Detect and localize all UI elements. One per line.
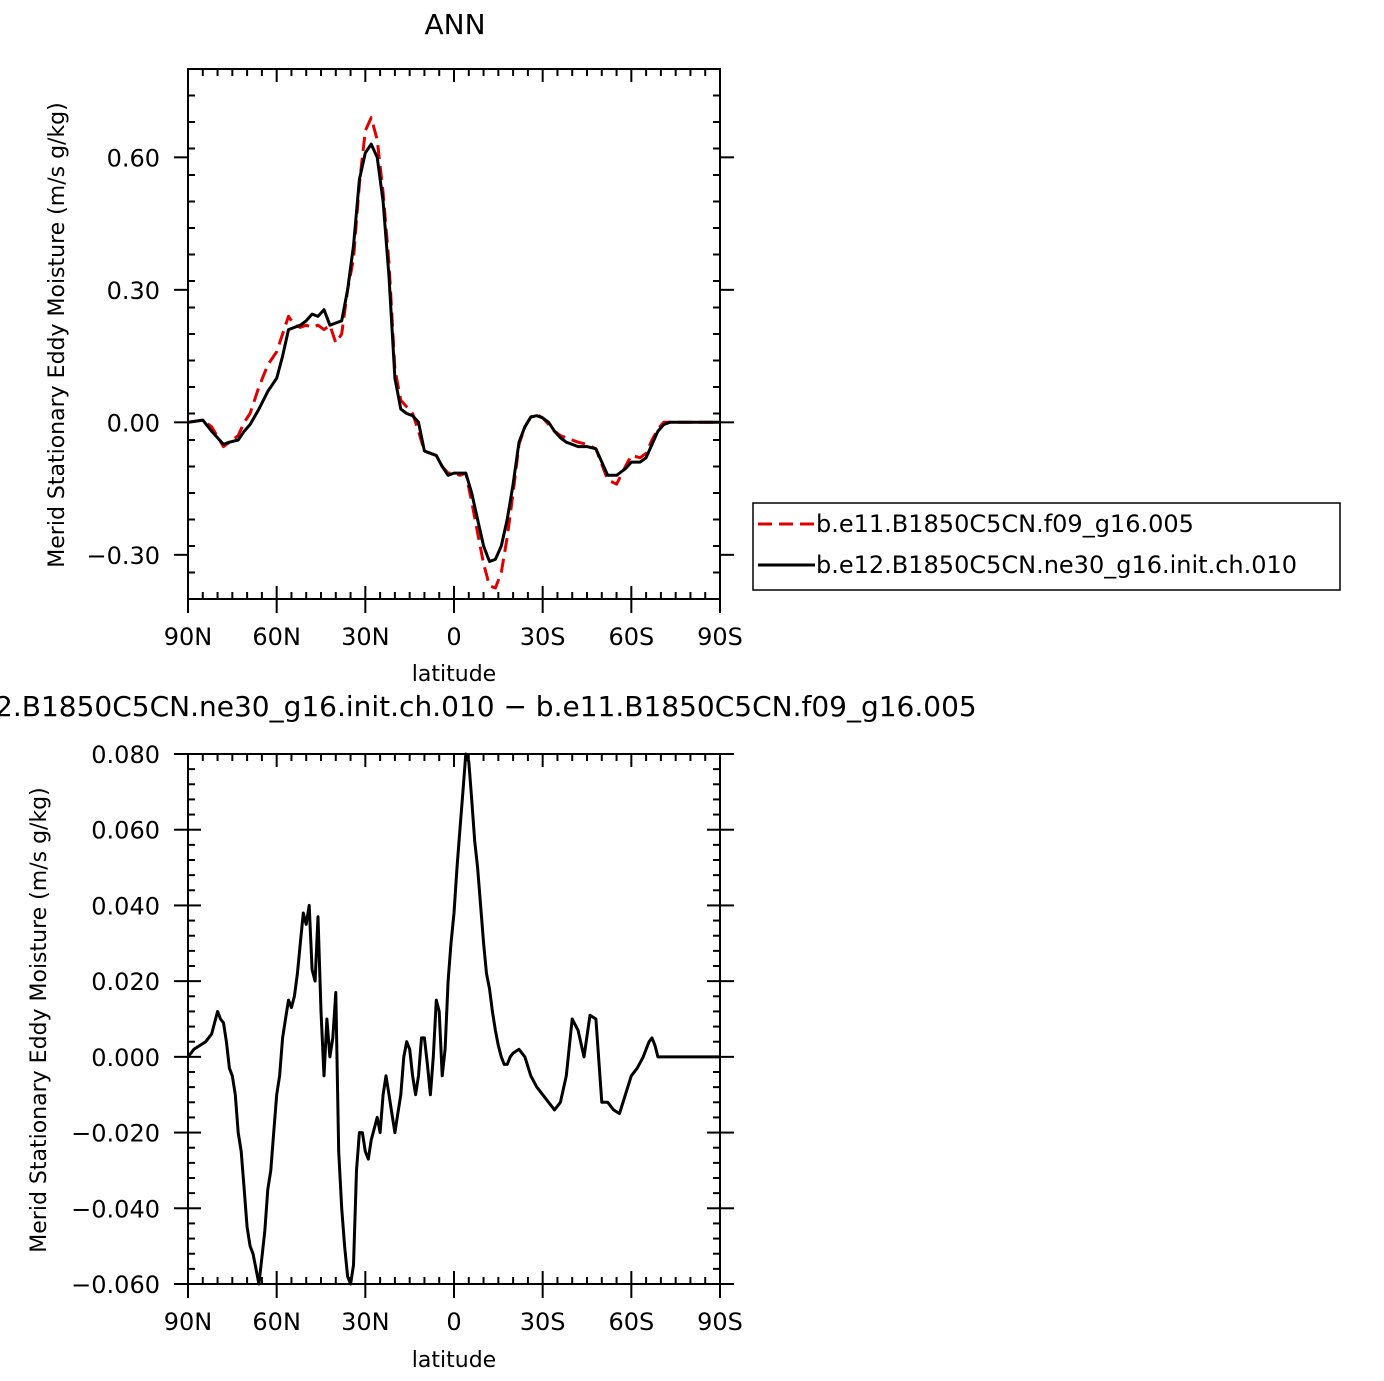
bottom-chart-x-tick-label: 90S — [697, 1308, 743, 1336]
bottom-chart-y-tick-label: 0.020 — [91, 968, 160, 996]
top-chart-title: ANN — [424, 8, 485, 41]
bottom-chart-y-tick-label: 0.000 — [91, 1044, 160, 1072]
top-chart-y-tick-label: 0.60 — [107, 144, 160, 172]
bottom-chart-y-tick-label: −0.060 — [71, 1271, 160, 1299]
bottom-chart-x-axis-label: latitude — [412, 1348, 496, 1373]
top-chart-y-tick-label: −0.30 — [86, 542, 160, 570]
top-chart-plot-area: 90N 60N 30N 0 30S 60S 90S 0.60 0.30 0.00 −0.30 — [86, 68, 743, 651]
bottom-chart-y-axis-label: Merid Stationary Eddy Moisture (m/s g/kg… — [27, 787, 52, 1252]
bottom-chart-x-tick-label: 0 — [446, 1308, 461, 1336]
bottom-chart-x-tick-label: 60S — [608, 1308, 654, 1336]
bottom-chart-x-tick-label: 60N — [252, 1308, 301, 1336]
bottom-chart-x-tick-label: 30S — [520, 1308, 566, 1336]
bottom-chart-y-tick-label: −0.020 — [71, 1120, 160, 1148]
bottom-chart-x-tick-label: 30N — [341, 1308, 390, 1336]
bottom-chart-y-tick-label: 0.040 — [91, 892, 160, 920]
top-chart-series-line-2 — [187, 142, 720, 563]
top-chart-x-tick-label: 60N — [252, 623, 301, 651]
top-chart-panel: ANN 90N 60N 30N 0 30S 60S 90S 0.60 0.30 0.00 −0.30… — [45, 8, 743, 687]
top-chart-y-tick-label: 0.00 — [107, 409, 160, 437]
legend-box — [752, 502, 1341, 591]
bottom-chart-series-line-1 — [186, 752, 720, 1286]
legend: b.e11.B1850C5CN.f09_g16.005 b.e12.B1850C… — [752, 502, 1341, 591]
top-chart-series-line-1 — [187, 116, 720, 590]
top-chart-x-tick-label: 90N — [164, 623, 213, 651]
legend-label-series-1: b.e11.B1850C5CN.f09_g16.005 — [816, 510, 1194, 538]
top-chart-x-tick-label: 60S — [608, 623, 654, 651]
top-chart-x-tick-label: 0 — [446, 623, 461, 651]
top-chart-x-tick-label: 90S — [697, 623, 743, 651]
legend-label-series-2: b.e12.B1850C5CN.ne30_g16.init.ch.010 — [816, 551, 1297, 579]
top-chart-y-tick-label: 0.30 — [107, 277, 160, 305]
bottom-chart-plot-area: 90N 60N 30N 0 30S 60S 90S 0.080 0.060 0.040 0.020 0… — [71, 741, 743, 1336]
bottom-chart-title: b.e12.B1850C5CN.ne30_g16.init.ch.010 − b… — [0, 690, 977, 723]
bottom-chart-y-tick-label: −0.040 — [71, 1195, 160, 1223]
bottom-chart-x-tick-label: 90N — [164, 1308, 213, 1336]
top-chart-x-axis-label: latitude — [412, 662, 496, 687]
top-chart-x-tick-label: 30N — [341, 623, 390, 651]
bottom-chart-y-tick-label: 0.080 — [91, 741, 160, 769]
bottom-chart-panel: b.e12.B1850C5CN.ne30_g16.init.ch.010 − b… — [0, 690, 977, 1373]
top-chart-x-tick-label: 30S — [520, 623, 566, 651]
bottom-chart-y-tick-label: 0.060 — [91, 817, 160, 845]
top-chart-y-axis-label: Merid Stationary Eddy Moisture (m/s g/kg… — [45, 102, 70, 567]
top-chart-frame — [187, 68, 721, 600]
